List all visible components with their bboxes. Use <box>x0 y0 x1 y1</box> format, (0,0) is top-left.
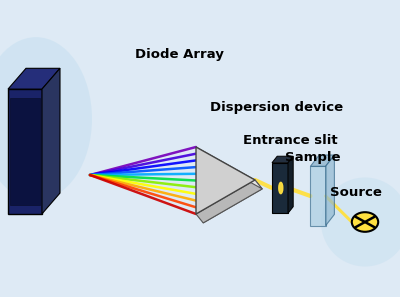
Polygon shape <box>42 68 60 214</box>
Polygon shape <box>196 147 255 214</box>
Polygon shape <box>288 156 293 213</box>
Polygon shape <box>203 156 262 223</box>
Polygon shape <box>326 155 334 226</box>
Polygon shape <box>8 68 60 89</box>
Text: Entrance slit: Entrance slit <box>243 133 338 146</box>
Polygon shape <box>196 180 262 223</box>
Polygon shape <box>196 147 262 189</box>
Text: Diode Array: Diode Array <box>135 48 224 61</box>
Ellipse shape <box>279 182 283 194</box>
Polygon shape <box>310 155 334 166</box>
Text: Source: Source <box>330 186 382 198</box>
Bar <box>8 89 42 214</box>
Bar <box>272 163 288 213</box>
Circle shape <box>352 212 378 232</box>
Bar <box>310 166 326 226</box>
Ellipse shape <box>321 177 400 266</box>
Bar <box>10 98 40 205</box>
Text: Dispersion device: Dispersion device <box>210 102 343 115</box>
Text: Sample: Sample <box>285 151 340 165</box>
Polygon shape <box>272 156 293 163</box>
Ellipse shape <box>0 37 92 200</box>
